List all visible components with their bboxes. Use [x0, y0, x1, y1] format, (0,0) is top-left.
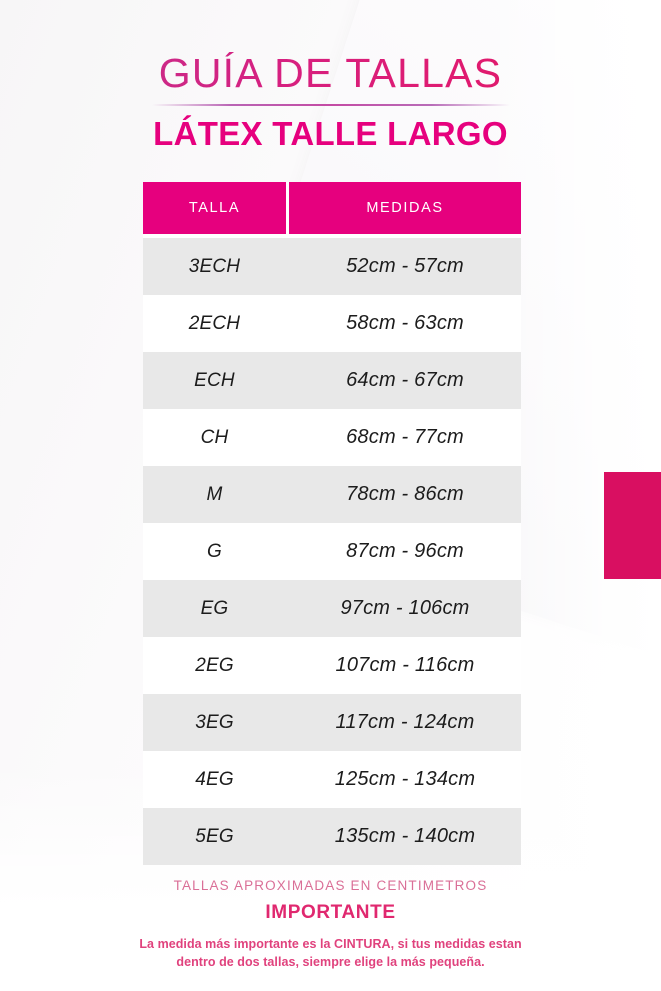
- table-row: EG 97cm - 106cm: [143, 580, 521, 637]
- table-row: 4EG 125cm - 134cm: [143, 751, 521, 808]
- size-table: TALLA MEDIDAS 3ECH 52cm - 57cm 2ECH 58cm - …: [143, 182, 521, 865]
- column-header-medidas-label: MEDIDAS: [366, 200, 444, 216]
- cell-medidas: 78cm - 86cm: [289, 466, 521, 523]
- column-header-talla: TALLA: [143, 182, 286, 234]
- cell-medidas-value: 107cm - 116cm: [335, 654, 475, 676]
- cell-medidas: 117cm - 124cm: [289, 694, 521, 751]
- column-header-medidas: MEDIDAS: [289, 182, 521, 234]
- row-column-divider: [286, 637, 289, 694]
- cell-medidas: 107cm - 116cm: [289, 637, 521, 694]
- header-body-spacer: [143, 234, 521, 238]
- cell-medidas: 64cm - 67cm: [289, 352, 521, 409]
- cell-medidas-value: 117cm - 124cm: [335, 711, 475, 733]
- column-header-talla-label: TALLA: [188, 200, 241, 216]
- page-title: GUÍA DE TALLAS: [0, 51, 661, 95]
- cell-medidas: 87cm - 96cm: [289, 523, 521, 580]
- row-column-divider: [286, 694, 289, 751]
- footer-approx-note: TALLAS APROXIMADAS EN CENTIMETROS: [173, 878, 488, 893]
- row-column-divider: [286, 751, 289, 808]
- cell-medidas-value: 97cm - 106cm: [340, 597, 470, 619]
- cell-talla: EG: [143, 580, 286, 637]
- cell-medidas-value: 125cm - 134cm: [334, 768, 476, 790]
- table-row: ECH 64cm - 67cm: [143, 352, 521, 409]
- cell-talla-value: G: [207, 540, 222, 562]
- footer-advice-line-1: La medida más importante es la CINTURA, …: [139, 937, 522, 951]
- table-row: 3EG 117cm - 124cm: [143, 694, 521, 751]
- cell-medidas-value: 58cm - 63cm: [346, 312, 464, 334]
- cell-talla: 5EG: [143, 808, 286, 865]
- row-column-divider: [286, 352, 289, 409]
- cell-talla-value: 5EG: [195, 825, 234, 847]
- page-subtitle: LÁTEX TALLE LARGO: [153, 115, 508, 153]
- row-column-divider: [286, 808, 289, 865]
- table-header-row: TALLA MEDIDAS: [143, 182, 521, 234]
- cell-talla-value: 3EG: [195, 711, 234, 733]
- table-row: 2ECH 58cm - 63cm: [143, 295, 521, 352]
- row-column-divider: [286, 295, 289, 352]
- footer-advice-line-2: dentro de dos tallas, siempre elige la m…: [176, 954, 485, 969]
- magenta-accent-block: [604, 472, 661, 579]
- cell-talla: 2EG: [143, 637, 286, 694]
- cell-talla-value: CH: [200, 426, 229, 448]
- row-column-divider: [286, 580, 289, 637]
- cell-talla: ECH: [143, 352, 286, 409]
- cell-medidas-value: 68cm - 77cm: [346, 426, 464, 448]
- cell-medidas: 97cm - 106cm: [289, 580, 521, 637]
- table-row: G 87cm - 96cm: [143, 523, 521, 580]
- header-column-divider: [286, 182, 289, 234]
- cell-medidas: 52cm - 57cm: [289, 238, 521, 295]
- cell-talla: CH: [143, 409, 286, 466]
- cell-medidas-value: 52cm - 57cm: [346, 255, 464, 277]
- footer: TALLAS APROXIMADAS EN CENTIMETROS IMPORT…: [0, 878, 661, 972]
- footer-important-heading: IMPORTANTE: [265, 902, 396, 923]
- cell-medidas: 68cm - 77cm: [289, 409, 521, 466]
- cell-medidas-value: 78cm - 86cm: [346, 483, 464, 505]
- cell-talla-value: 2ECH: [188, 312, 241, 334]
- table-row: M 78cm - 86cm: [143, 466, 521, 523]
- header: GUÍA DE TALLAS LÁTEX TALLE LARGO: [0, 0, 661, 152]
- cell-talla-value: ECH: [194, 369, 235, 391]
- cell-talla-value: 2EG: [195, 654, 234, 676]
- row-column-divider: [286, 409, 289, 466]
- cell-talla-value: 3ECH: [188, 255, 241, 277]
- cell-medidas-value: 64cm - 67cm: [346, 369, 464, 391]
- cell-talla: 4EG: [143, 751, 286, 808]
- title-divider: [151, 104, 510, 107]
- row-column-divider: [286, 466, 289, 523]
- table-row: CH 68cm - 77cm: [143, 409, 521, 466]
- row-column-divider: [286, 238, 289, 295]
- cell-talla-value: M: [206, 483, 223, 505]
- footer-advice: La medida más importante es la CINTURA, …: [0, 936, 661, 972]
- cell-talla-value: 4EG: [195, 768, 234, 790]
- row-column-divider: [286, 523, 289, 580]
- cell-talla: 3EG: [143, 694, 286, 751]
- table-row: 5EG 135cm - 140cm: [143, 808, 521, 865]
- cell-medidas-value: 87cm - 96cm: [346, 540, 464, 562]
- cell-medidas: 125cm - 134cm: [289, 751, 521, 808]
- cell-medidas: 58cm - 63cm: [289, 295, 521, 352]
- cell-talla-value: EG: [200, 597, 229, 619]
- table-row: 2EG 107cm - 116cm: [143, 637, 521, 694]
- table-row: 3ECH 52cm - 57cm: [143, 238, 521, 295]
- cell-talla: G: [143, 523, 286, 580]
- cell-talla: M: [143, 466, 286, 523]
- cell-talla: 2ECH: [143, 295, 286, 352]
- cell-medidas: 135cm - 140cm: [289, 808, 521, 865]
- cell-talla: 3ECH: [143, 238, 286, 295]
- table-body: 3ECH 52cm - 57cm 2ECH 58cm - 63cm ECH 64cm - …: [143, 238, 521, 865]
- cell-medidas-value: 135cm - 140cm: [334, 825, 476, 847]
